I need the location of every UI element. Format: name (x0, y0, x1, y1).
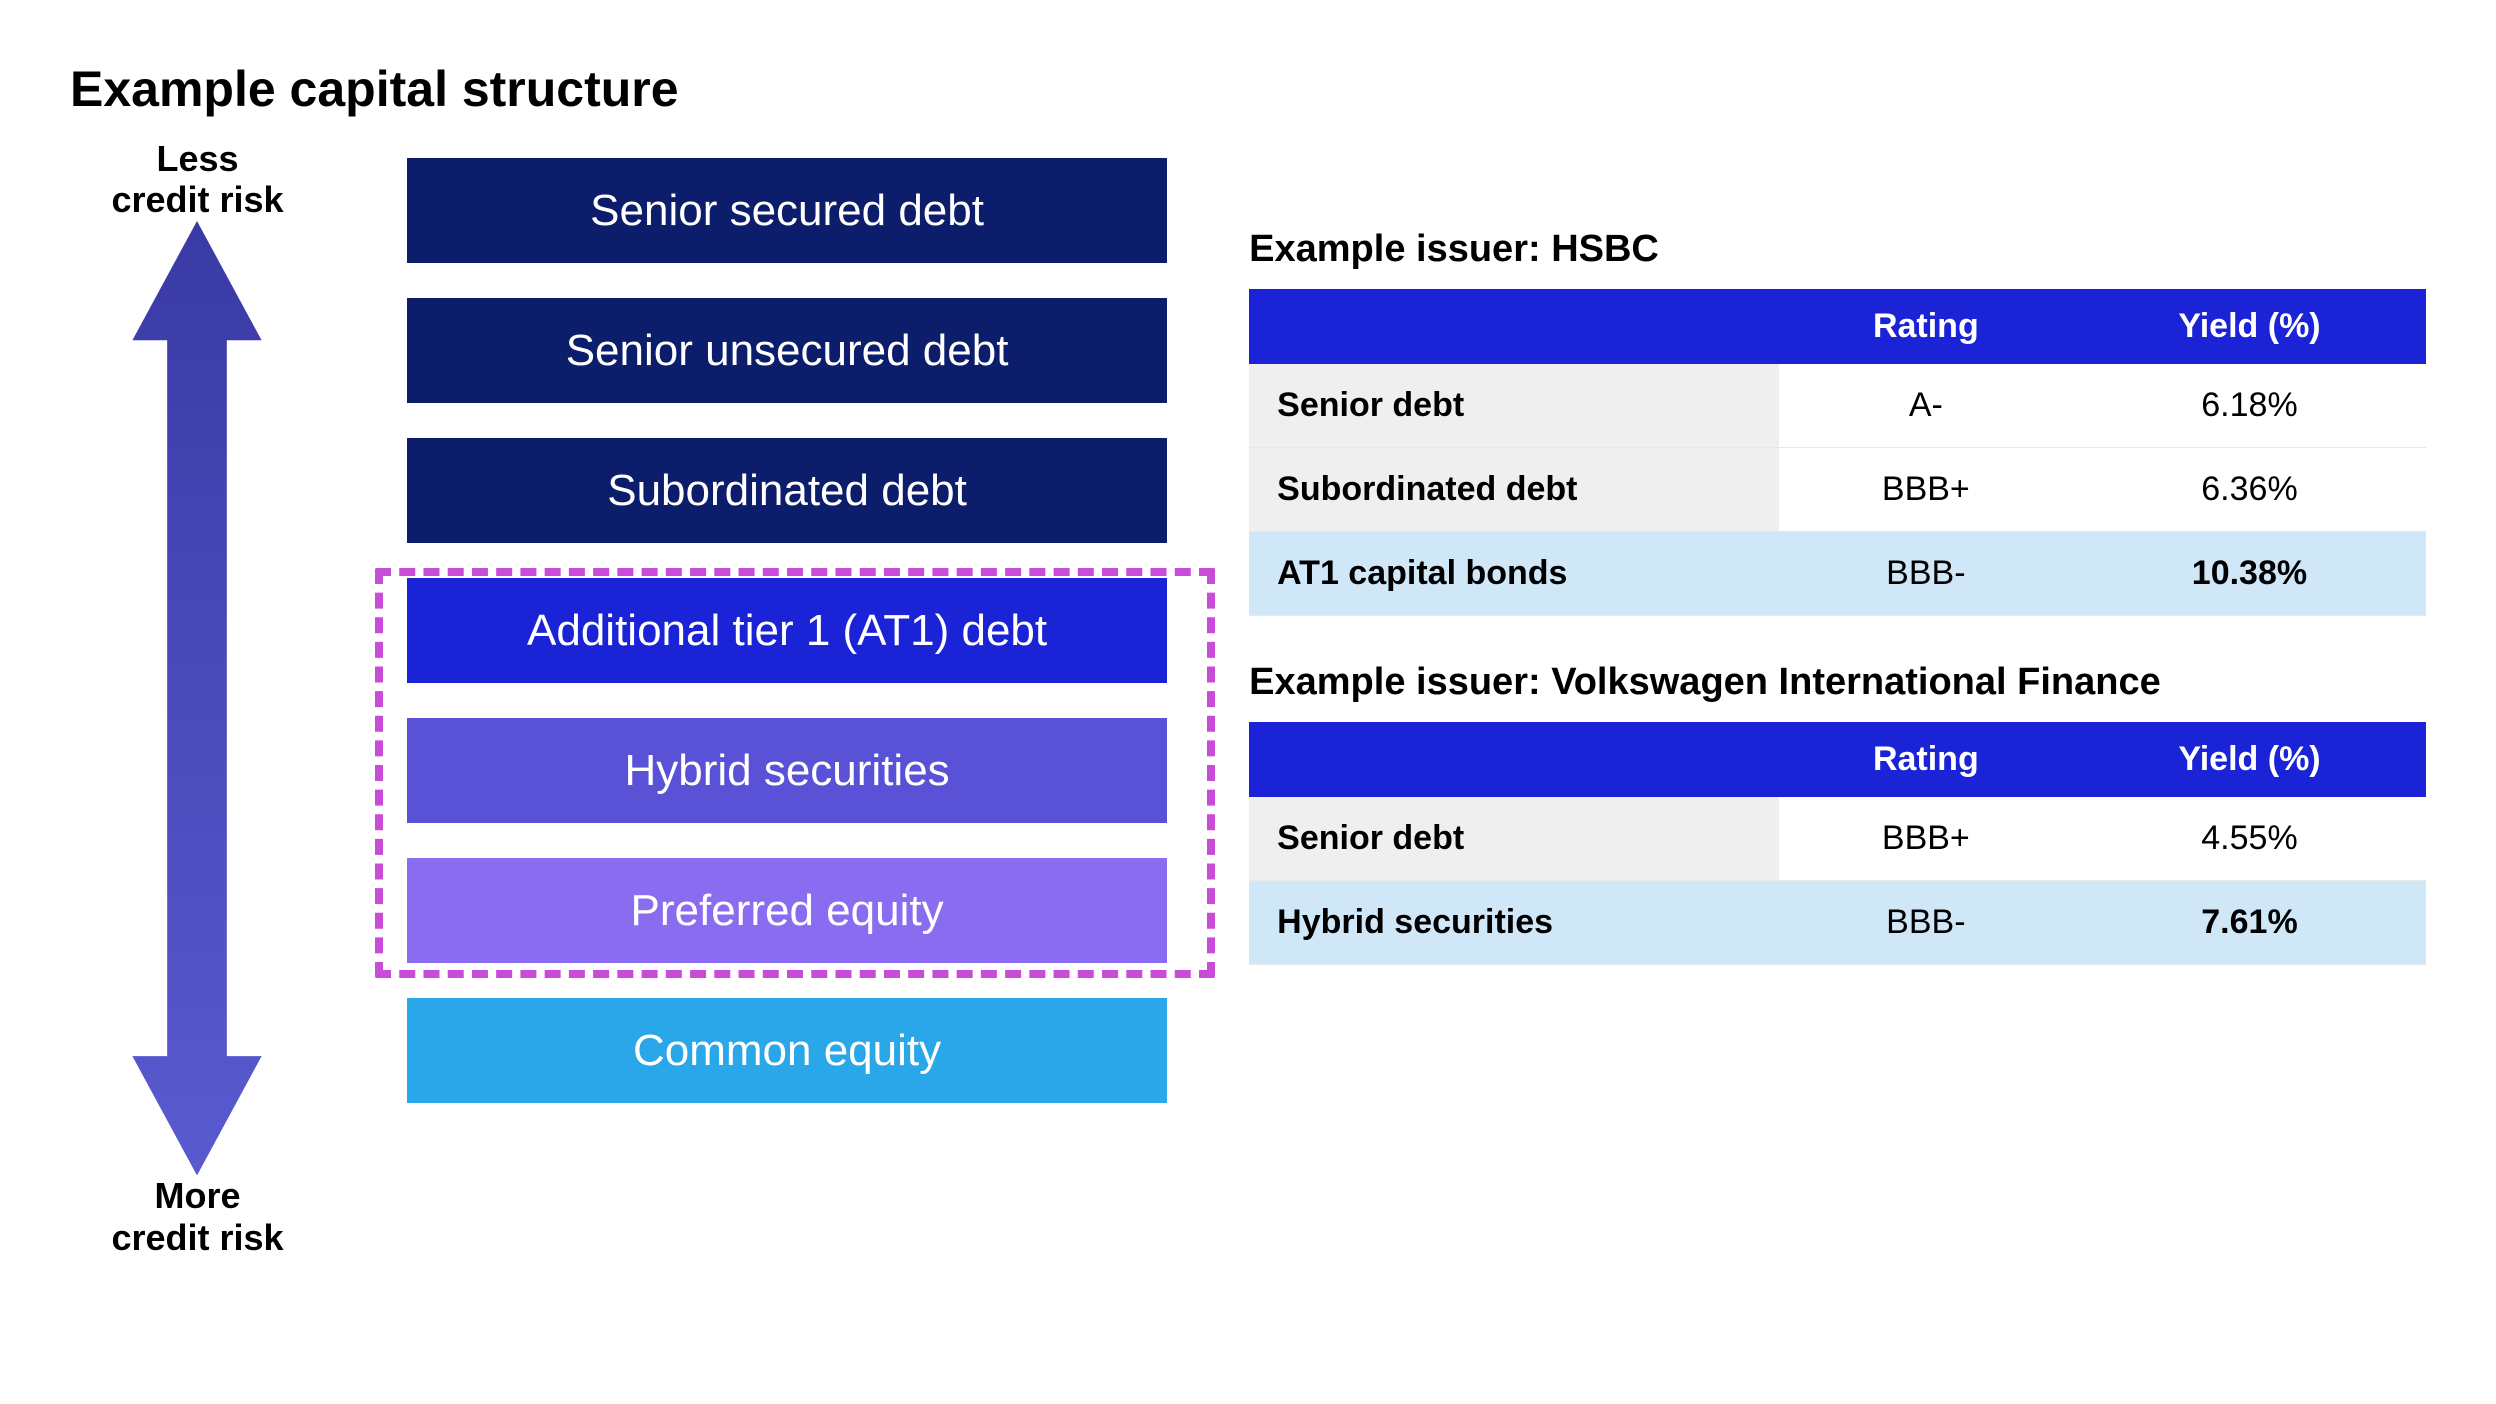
row-label: Subordinated debt (1249, 448, 1779, 532)
row-label: Senior debt (1249, 364, 1779, 448)
row-yield: 6.36% (2073, 448, 2426, 532)
table-row: Hybrid securitiesBBB-7.61% (1249, 881, 2426, 965)
table-header-cell: Rating (1779, 722, 2073, 797)
issuer-table: RatingYield (%)Senior debtBBB+4.55%Hybri… (1249, 722, 2426, 965)
table-row: Senior debtA-6.18% (1249, 364, 2426, 448)
row-yield: 7.61% (2073, 881, 2426, 965)
row-yield: 10.38% (2073, 532, 2426, 616)
stack-bar: Subordinated debt (407, 438, 1167, 543)
risk-label-top-line2: credit risk (111, 179, 283, 220)
stack-bar: Hybrid securities (407, 718, 1167, 823)
table-row: Senior debtBBB+4.55% (1249, 797, 2426, 881)
risk-label-top-line1: Less (156, 138, 238, 179)
page-root: Example capital structure Less credit ri… (0, 0, 2496, 1404)
issuer-title: Example issuer: HSBC (1249, 228, 2426, 271)
row-rating: A- (1779, 364, 2073, 448)
risk-label-top: Less credit risk (111, 138, 283, 221)
row-rating: BBB- (1779, 532, 2073, 616)
issuer-title: Example issuer: Volkswagen International… (1249, 661, 2426, 704)
risk-label-bottom-line1: More (154, 1175, 240, 1216)
row-yield: 6.18% (2073, 364, 2426, 448)
row-rating: BBB- (1779, 881, 2073, 965)
table-row: AT1 capital bondsBBB-10.38% (1249, 532, 2426, 616)
stack-bar: Senior secured debt (407, 158, 1167, 263)
row-label: Hybrid securities (1249, 881, 1779, 965)
table-row: Subordinated debtBBB+6.36% (1249, 448, 2426, 532)
stack-bar: Senior unsecured debt (407, 298, 1167, 403)
risk-arrow-column: Less credit risk More credit risk (70, 138, 325, 1258)
page-title: Example capital structure (70, 60, 2426, 118)
row-rating: BBB+ (1779, 797, 2073, 881)
row-label: Senior debt (1249, 797, 1779, 881)
table-header-cell (1249, 722, 1779, 797)
capital-stack: Senior secured debt Senior unsecured debt… (385, 138, 1189, 1258)
row-rating: BBB+ (1779, 448, 2073, 532)
table-header-cell: Rating (1779, 289, 2073, 364)
table-header-cell: Yield (%) (2073, 722, 2426, 797)
table-header-row: RatingYield (%) (1249, 722, 2426, 797)
table-header-cell: Yield (%) (2073, 289, 2426, 364)
table-header-cell (1249, 289, 1779, 364)
issuer-tables: Example issuer: HSBCRatingYield (%)Senio… (1249, 138, 2426, 1258)
risk-label-bottom: More credit risk (111, 1175, 283, 1258)
row-yield: 4.55% (2073, 797, 2426, 881)
row-label: AT1 capital bonds (1249, 532, 1779, 616)
risk-label-bottom-line2: credit risk (111, 1217, 283, 1258)
issuer-table: RatingYield (%)Senior debtA-6.18%Subordi… (1249, 289, 2426, 616)
content-row: Less credit risk More credit risk Sen (70, 138, 2426, 1258)
stack-bar: Preferred equity (407, 858, 1167, 963)
double-arrow-icon (132, 221, 262, 1175)
stack-bar: Common equity (407, 998, 1167, 1103)
stack-bar: Additional tier 1 (AT1) debt (407, 578, 1167, 683)
table-header-row: RatingYield (%) (1249, 289, 2426, 364)
